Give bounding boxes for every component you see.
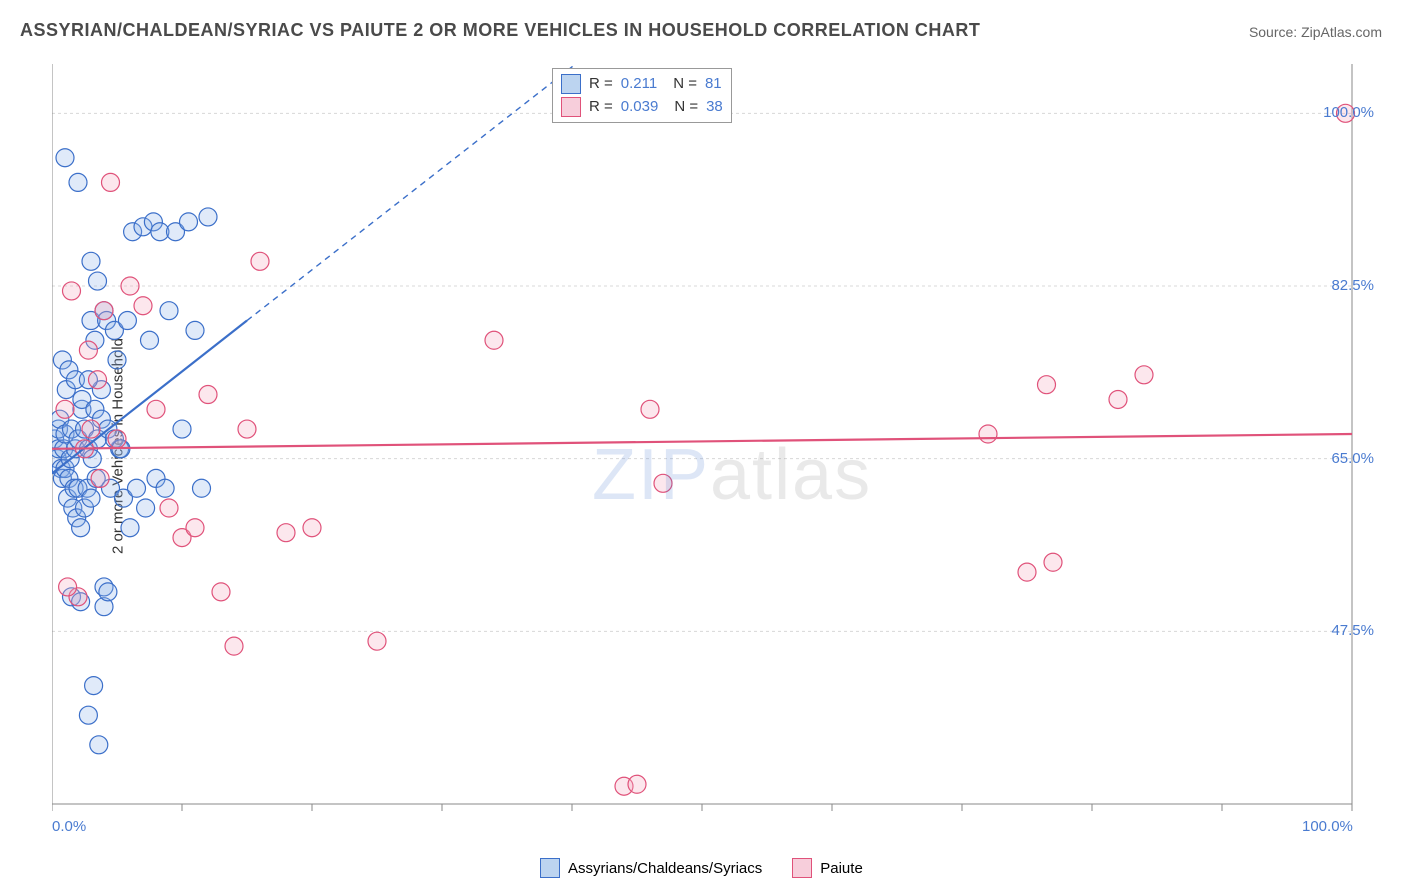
legend-r-value: 0.211 [621, 73, 657, 96]
legend-label: Assyrians/Chaldeans/Syriacs [568, 860, 762, 877]
legend-row: R = 0.039 N = 38 [561, 96, 723, 119]
legend-n-label: N = [673, 73, 697, 96]
legend-r-label: R = [589, 96, 613, 119]
legend-n-value: 81 [705, 73, 722, 96]
legend-item: Assyrians/Chaldeans/Syriacs [540, 858, 762, 878]
legend-swatch [561, 74, 581, 94]
x-tick-label: 100.0% [1302, 818, 1353, 835]
y-tick-label: 82.5% [1331, 277, 1374, 294]
legend-n-value: 38 [706, 96, 723, 119]
correlation-legend: R = 0.211 N = 81 R = 0.039 N = 38 [552, 68, 732, 123]
y-tick-label: 47.5% [1331, 622, 1374, 639]
legend-n-label: N = [674, 96, 698, 119]
source-attribution: Source: ZipAtlas.com [1249, 24, 1382, 40]
chart-title: ASSYRIAN/CHALDEAN/SYRIAC VS PAIUTE 2 OR … [20, 20, 980, 41]
y-tick-label: 100.0% [1323, 104, 1374, 121]
legend-r-label: R = [589, 73, 613, 96]
x-tick-label: 0.0% [52, 818, 86, 835]
legend-swatch [540, 858, 560, 878]
legend-row: R = 0.211 N = 81 [561, 73, 723, 96]
legend-r-value: 0.039 [621, 96, 659, 119]
legend-label: Paiute [820, 860, 863, 877]
scatter-plot [52, 64, 1376, 834]
y-tick-label: 65.0% [1331, 450, 1374, 467]
series-legend: Assyrians/Chaldeans/Syriacs Paiute [540, 858, 863, 878]
legend-swatch [792, 858, 812, 878]
legend-swatch [561, 97, 581, 117]
chart-area: ZIPatlas R = 0.211 N = 81 R = 0.039 N = … [52, 64, 1376, 834]
legend-item: Paiute [792, 858, 863, 878]
